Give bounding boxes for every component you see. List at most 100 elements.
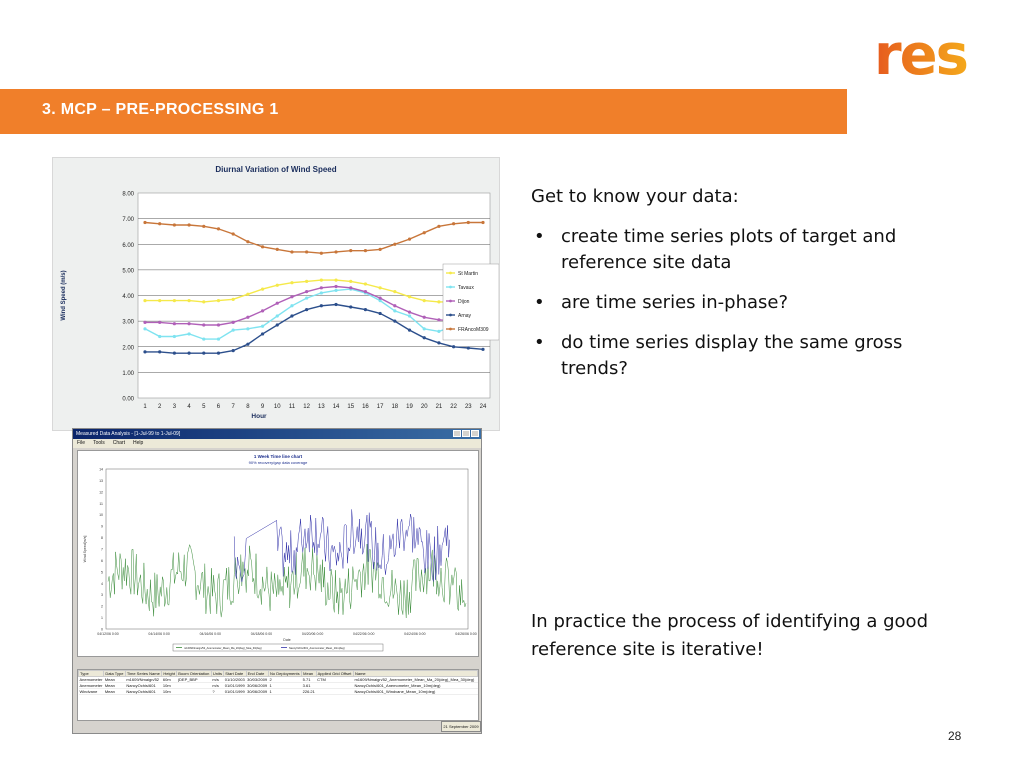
data-point xyxy=(260,309,265,313)
data-point xyxy=(334,288,338,292)
data-point xyxy=(202,337,206,341)
legend-entry: NancyOchis/601_Anemometer_Mean_10m(deg) xyxy=(289,646,345,650)
diurnal-wind-chart-svg: Diurnal Variation of Wind Speed 0.00 1.00 2… xyxy=(61,165,499,420)
series-line xyxy=(233,509,450,583)
data-point xyxy=(378,286,382,290)
data-point xyxy=(349,305,353,309)
table-cell: 10m xyxy=(161,682,177,689)
y-tick-label: 7 xyxy=(101,548,103,552)
menu-item-chart: Chart xyxy=(112,440,125,446)
data-point xyxy=(349,279,353,284)
table-cell: 01/01/1999 xyxy=(223,682,247,689)
data-point xyxy=(422,315,426,319)
data-point xyxy=(216,337,221,341)
data-point xyxy=(305,250,309,254)
table-header-cell: Mean xyxy=(301,670,317,677)
legend-box xyxy=(172,643,384,652)
table-cell: Mean xyxy=(103,682,126,689)
data-point xyxy=(393,290,397,294)
data-point xyxy=(319,291,323,295)
data-point xyxy=(216,323,221,327)
table-cell xyxy=(316,688,354,695)
data-point xyxy=(143,320,147,325)
x-tick-label: 8 xyxy=(246,404,250,410)
x-tick-label: 16 xyxy=(362,404,369,410)
table-cell: 01/01/1999 xyxy=(223,688,247,695)
data-point xyxy=(158,334,162,339)
data-point xyxy=(158,350,162,354)
menu-item-tools: Tools xyxy=(93,440,105,446)
data-point xyxy=(437,224,441,228)
data-point xyxy=(187,332,191,336)
table-cell: CTM xyxy=(316,676,354,683)
legend-entry: m1609/Nmaign/52_Anemometer_Mean_Ma_20(de… xyxy=(184,646,262,650)
legend-entry: St Martin xyxy=(458,271,478,277)
table-cell: m1609/Nmaign/52_Anemometer_Mean_Ma_20(de… xyxy=(353,676,478,683)
y-tick-label: 11 xyxy=(99,502,103,506)
data-point xyxy=(172,334,176,339)
table-cell: NancyOchis/601 xyxy=(125,688,162,695)
table-cell xyxy=(176,682,212,689)
data-point xyxy=(158,320,162,325)
table-header-cell: Height xyxy=(161,670,178,677)
y-tick-label: 13 xyxy=(99,479,103,483)
data-point xyxy=(202,300,206,304)
table-header-cell: No Deployments xyxy=(268,670,303,677)
legend-marker xyxy=(449,313,452,317)
x-tick-label: 24 xyxy=(480,404,487,410)
legend-marker xyxy=(449,327,452,331)
x-tick-label: 6 xyxy=(217,404,221,410)
res-logo-graphic: res xyxy=(874,26,969,84)
table-row: Anemometer Mean NancyOchis/601 10m m/s 01/01/… xyxy=(78,682,478,689)
data-point xyxy=(143,220,147,225)
table-cell: 60m xyxy=(161,676,177,683)
data-point xyxy=(158,222,162,226)
y-tick-label: 0 xyxy=(101,628,103,632)
data-point xyxy=(305,307,309,312)
table-cell: 30/06/2009 xyxy=(246,682,269,689)
data-point xyxy=(334,302,338,307)
data-point xyxy=(407,237,412,241)
legend-marker xyxy=(449,299,452,303)
bullet-list: create time series plots of target and r… xyxy=(531,224,961,382)
data-point xyxy=(172,351,176,355)
table-cell: Mean xyxy=(103,676,126,683)
data-point xyxy=(260,332,265,336)
x-tick-label: 4 xyxy=(187,404,191,410)
table-cell: 10m xyxy=(161,688,177,695)
data-point xyxy=(260,245,265,249)
table-cell: Anemometer xyxy=(78,682,104,689)
data-point xyxy=(334,278,338,282)
x-tick-label: 23 xyxy=(465,404,472,410)
data-point xyxy=(290,281,294,285)
y-tick-label: 4.00 xyxy=(122,294,134,300)
table-header-cell: Data Type xyxy=(103,670,126,677)
x-tick-label: 04/20/06 0:00 xyxy=(302,632,323,636)
table-row: Anemometer Mean m1609/Nmaign/52 60m (DEP_BBP… xyxy=(78,676,478,683)
data-point xyxy=(349,286,353,290)
x-tick-label: 11 xyxy=(289,404,296,410)
table-cell: NancyOchis/601_Anemometer_Mean_10m(deg) xyxy=(353,682,478,689)
x-tick-label: 3 xyxy=(173,404,177,410)
y-tick-label: 5.00 xyxy=(122,268,134,274)
x-tick-label: 15 xyxy=(347,404,354,410)
data-point xyxy=(466,346,470,350)
data-point xyxy=(275,314,279,318)
data-point xyxy=(216,227,221,231)
measured-data-analysis-window: Measured Data Analysis - [1-Jul-99 to 1-… xyxy=(72,428,482,734)
data-point xyxy=(319,304,323,308)
table-cell: 226.21 xyxy=(301,688,317,695)
table-cell: 1 xyxy=(268,688,302,695)
data-point xyxy=(422,336,426,340)
x-tick-label: 13 xyxy=(318,404,325,410)
table-cell: 01/10/2003 xyxy=(223,676,247,683)
data-point xyxy=(363,290,368,294)
data-point xyxy=(231,328,235,332)
series-line xyxy=(145,285,483,326)
data-point xyxy=(422,231,426,235)
x-tick-label: 2 xyxy=(158,404,162,410)
data-point xyxy=(319,278,323,282)
data-point xyxy=(231,320,235,325)
series-line xyxy=(145,279,483,303)
data-point xyxy=(422,327,426,331)
